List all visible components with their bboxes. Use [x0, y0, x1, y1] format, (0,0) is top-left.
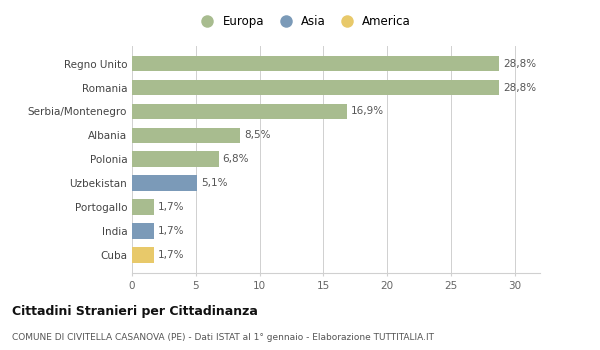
Bar — [132, 56, 499, 71]
Text: 5,1%: 5,1% — [201, 178, 227, 188]
Text: 1,7%: 1,7% — [157, 250, 184, 260]
Bar — [132, 223, 154, 239]
Bar — [132, 80, 499, 95]
Text: 6,8%: 6,8% — [223, 154, 249, 164]
Bar — [132, 104, 347, 119]
Legend: Europa, Asia, America: Europa, Asia, America — [191, 10, 416, 33]
Text: 1,7%: 1,7% — [157, 202, 184, 212]
Bar — [132, 127, 241, 143]
Text: 28,8%: 28,8% — [503, 83, 536, 92]
Bar — [132, 152, 218, 167]
Text: COMUNE DI CIVITELLA CASANOVA (PE) - Dati ISTAT al 1° gennaio - Elaborazione TUTT: COMUNE DI CIVITELLA CASANOVA (PE) - Dati… — [12, 332, 434, 342]
Bar — [132, 175, 197, 191]
Text: 28,8%: 28,8% — [503, 58, 536, 69]
Text: 16,9%: 16,9% — [351, 106, 385, 117]
Text: 1,7%: 1,7% — [157, 226, 184, 236]
Text: Cittadini Stranieri per Cittadinanza: Cittadini Stranieri per Cittadinanza — [12, 304, 258, 317]
Bar — [132, 199, 154, 215]
Text: 8,5%: 8,5% — [244, 130, 271, 140]
Bar — [132, 247, 154, 262]
